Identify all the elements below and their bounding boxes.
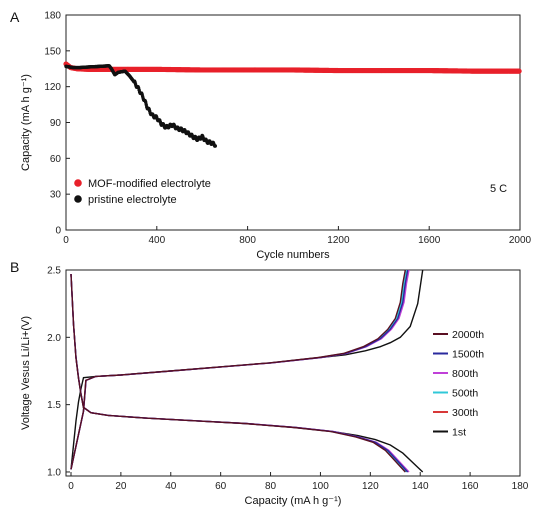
panel-b-series-2000th — [70, 269, 406, 473]
panel-b-y-tick-label: 2.5 — [47, 266, 61, 277]
discharge-curve — [70, 273, 410, 473]
panel-a-rate-annotation: 5 C — [490, 183, 507, 195]
charge-curve — [70, 269, 406, 470]
panel-a-y-tick-label: 180 — [44, 11, 61, 22]
panel-a-y-tick-label: 90 — [50, 118, 62, 129]
panel-b-plot-frame — [65, 269, 521, 477]
panel-b-x-tick-label: 40 — [165, 481, 177, 492]
legend-entry-label: pristine electrolyte — [88, 194, 177, 206]
panel-b-y-tick-label: 1.0 — [47, 467, 61, 478]
panel-a-x-tick-label: 0 — [63, 235, 69, 246]
panel-a-data-point — [516, 68, 522, 74]
discharge-curve — [70, 273, 424, 473]
discharge-curve — [70, 273, 409, 473]
panel-b-x-tick-label: 20 — [115, 481, 127, 492]
panel-b-x-tick-label: 100 — [312, 481, 329, 492]
legend-entry-label: 300th — [452, 407, 478, 419]
panel-b-series-800th — [70, 269, 410, 473]
panel-a-x-tick-label: 2000 — [509, 235, 532, 246]
legend-entry-label: 800th — [452, 368, 478, 380]
panel-a-x-tick-label: 1600 — [418, 235, 441, 246]
panel-a-x-tick-label: 400 — [148, 235, 165, 246]
charge-curve — [70, 269, 410, 470]
panel-a-x-tick-label: 800 — [239, 235, 256, 246]
panel-a-letter: A — [10, 9, 20, 25]
panel-b-series-300th — [70, 269, 409, 473]
panel-b-x-tick-label: 80 — [265, 481, 277, 492]
discharge-curve — [70, 273, 409, 473]
panel-b-y-tick-label: 1.5 — [47, 400, 61, 411]
charge-curve — [70, 269, 409, 470]
panel-b-y-tick-label: 2.0 — [47, 333, 61, 344]
panel-b-x-tick-label: 160 — [462, 481, 479, 492]
legend-entry-label: 500th — [452, 388, 478, 400]
discharge-curve — [70, 273, 406, 473]
charge-curve — [70, 269, 424, 470]
panel-a-data-point — [213, 144, 218, 148]
panel-a-y-tick-label: 30 — [50, 190, 62, 201]
legend-entry-label: 1st — [452, 427, 466, 439]
panel-b-x-tick-label: 180 — [512, 481, 529, 492]
panel-b-series-1500th — [70, 269, 409, 473]
panel-b-x-tick-label: 60 — [215, 481, 227, 492]
panel-b-legend: 2000th 1500th 800th 500th 300th 1st — [433, 329, 484, 439]
panel-a-series-mof — [63, 61, 522, 74]
panel-a-y-tick-label: 0 — [55, 226, 61, 237]
panel-b-series-500th — [70, 269, 408, 473]
panel-b-x-tick-label: 0 — [68, 481, 74, 492]
panel-a-x-tick-label: 1200 — [327, 235, 350, 246]
panel-b-chart: B 0 20 40 60 80 100 120 140 160 180 1.0 1.5 2.0 2.5 C… — [10, 259, 529, 507]
panel-a-y-tick-label: 150 — [44, 46, 61, 57]
panel-a-chart: A 0 400 800 1200 1600 2000 0 30 60 90 120 150 180 Cy… — [10, 9, 532, 261]
legend-entry-label: 2000th — [452, 329, 484, 341]
legend-entry-label: 1500th — [452, 349, 484, 361]
legend-entry-label: MOF-modified electrolyte — [88, 178, 211, 190]
panel-a-y-axis-label: Capacity (mA h g⁻¹) — [20, 74, 32, 171]
panel-a-x-axis-label: Cycle numbers — [256, 249, 330, 261]
panel-b-x-axis-label: Capacity (mA h g⁻¹) — [245, 495, 342, 507]
panel-a-y-tick-label: 120 — [44, 82, 61, 93]
panel-b-x-tick-label: 120 — [362, 481, 379, 492]
panel-a-series-pristine — [64, 64, 218, 148]
legend-marker — [74, 179, 82, 187]
panel-b-x-tick-label: 140 — [412, 481, 429, 492]
legend-marker — [74, 195, 82, 203]
panel-a-legend: MOF-modified electrolyte pristine electro… — [74, 178, 211, 206]
charge-curve — [70, 269, 409, 470]
discharge-curve — [70, 273, 408, 473]
panel-b-letter: B — [10, 259, 19, 275]
panel-b-y-axis-label: Voltage Vesus Li/Li+(V) — [20, 316, 32, 430]
panel-a-y-tick-label: 60 — [50, 154, 62, 165]
charge-curve — [70, 269, 408, 470]
